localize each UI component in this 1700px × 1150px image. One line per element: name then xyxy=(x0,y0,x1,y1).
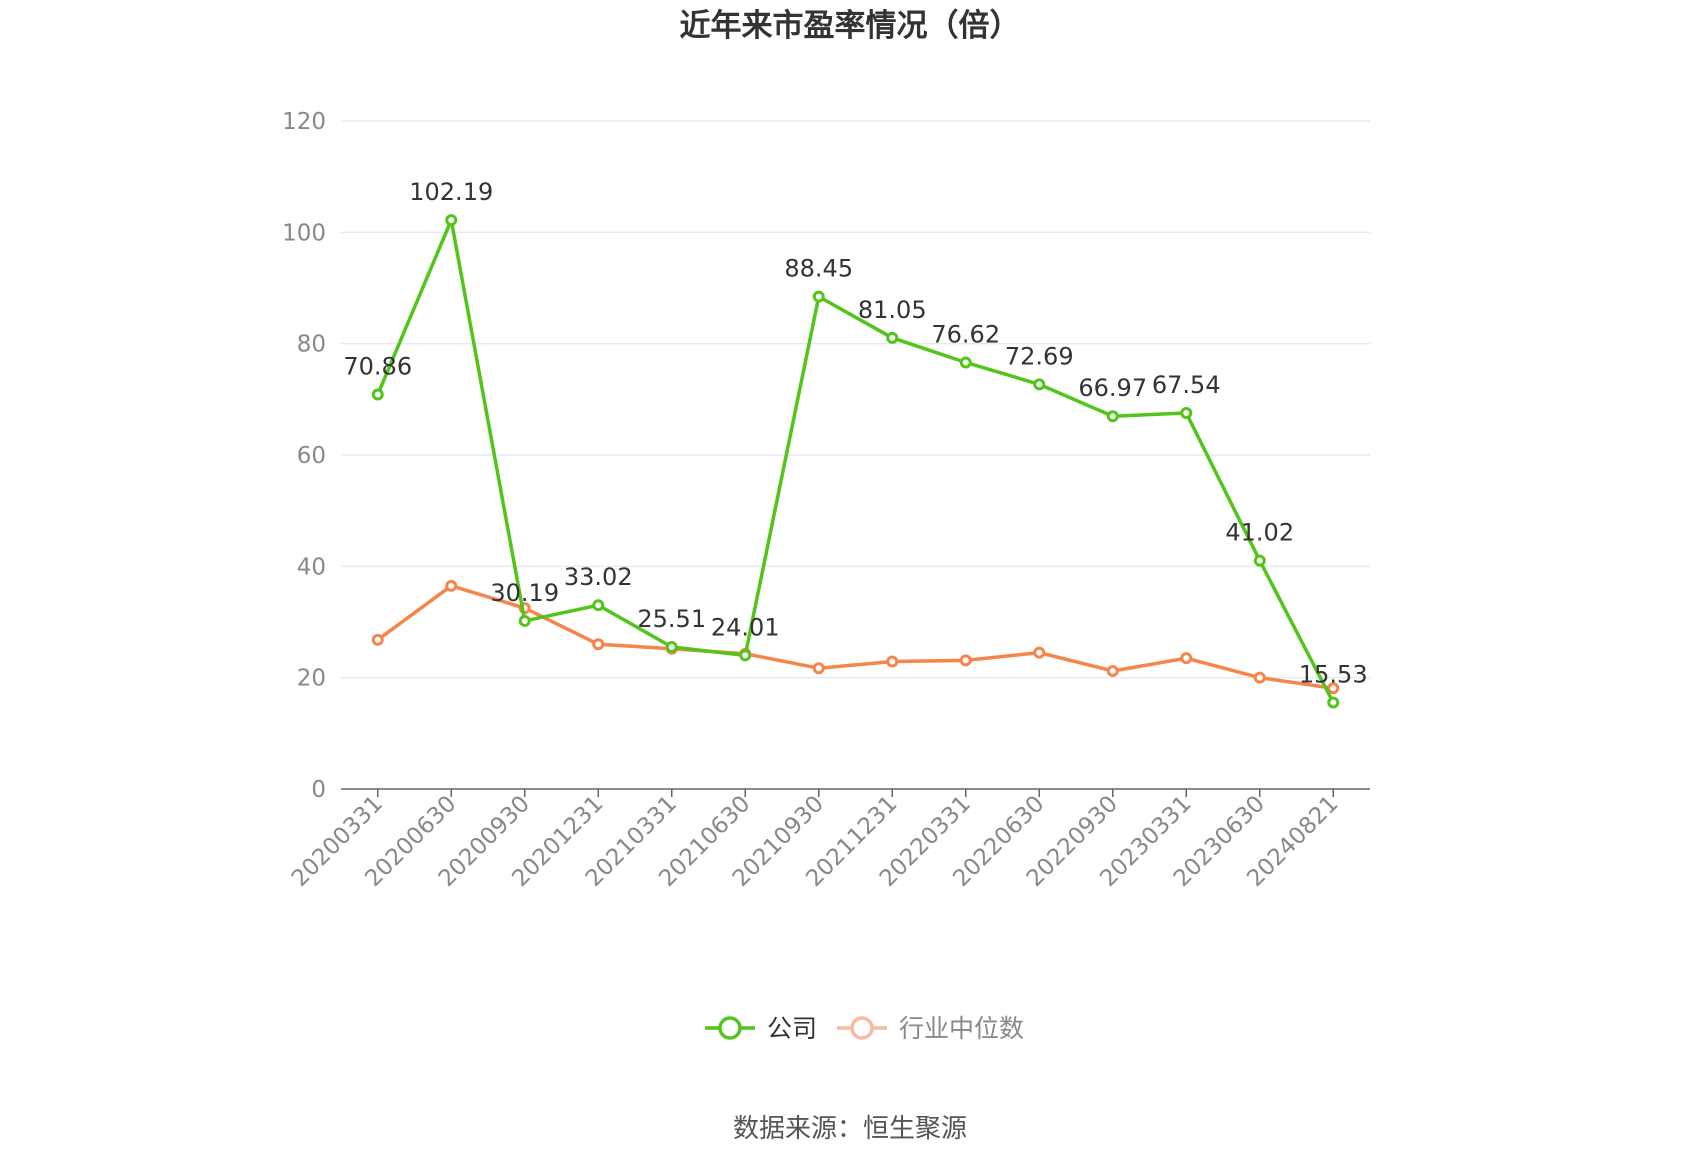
y-axis-ticks: 0 20 40 60 80 100 120 xyxy=(282,109,326,803)
y-tick-label: 0 xyxy=(311,777,326,803)
data-label: 41.02 xyxy=(1225,519,1294,547)
data-point-0 xyxy=(665,640,678,653)
data-point-0 xyxy=(1180,407,1193,420)
data-point-1 xyxy=(959,654,972,667)
legend-item-0: 公司 xyxy=(705,1014,817,1043)
y-tick-label: 100 xyxy=(282,220,326,246)
legend-item-1: 行业中位数 xyxy=(837,1014,1024,1043)
y-tick-label: 40 xyxy=(297,554,326,580)
legend: 公司 行业中位数 xyxy=(705,1014,1024,1043)
data-point-0 xyxy=(812,290,825,303)
x-axis-ticks: 2020033120200630202009302020123120210331… xyxy=(287,789,1343,892)
data-point-1 xyxy=(1253,671,1266,684)
data-point-0 xyxy=(445,214,458,227)
series-layer xyxy=(371,214,1340,709)
data-label: 76.62 xyxy=(931,320,1000,348)
data-point-0 xyxy=(739,649,752,662)
series-line-1 xyxy=(376,584,1334,690)
data-point-1 xyxy=(1180,652,1193,665)
legend-label: 公司 xyxy=(767,1014,817,1043)
data-point-1 xyxy=(371,633,384,646)
y-tick-label: 60 xyxy=(297,443,326,469)
data-label: 25.51 xyxy=(637,605,706,633)
data-point-0 xyxy=(1253,554,1266,567)
data-point-0 xyxy=(959,356,972,369)
data-label: 88.45 xyxy=(784,255,853,283)
data-label: 33.02 xyxy=(564,563,633,591)
legend-marker xyxy=(850,1016,874,1040)
data-point-0 xyxy=(1106,410,1119,423)
chart-title: 近年来市盈率情况（倍） xyxy=(680,8,1021,44)
data-point-0 xyxy=(371,388,384,401)
data-label: 24.01 xyxy=(711,613,780,641)
data-point-0 xyxy=(886,331,899,344)
data-point-1 xyxy=(1106,664,1119,677)
data-label: 66.97 xyxy=(1078,374,1147,402)
series-line-0 xyxy=(376,218,1335,704)
data-point-0 xyxy=(1033,378,1046,391)
data-point-1 xyxy=(886,655,899,668)
data-label: 30.19 xyxy=(490,579,559,607)
legend-marker xyxy=(718,1016,742,1040)
data-point-1 xyxy=(1327,682,1340,695)
y-tick-label: 80 xyxy=(297,332,326,358)
data-label: 81.05 xyxy=(858,296,927,324)
data-point-1 xyxy=(592,638,605,651)
grid-lines xyxy=(341,120,1370,679)
data-label: 15.53 xyxy=(1299,661,1368,689)
data-point-0 xyxy=(518,614,531,627)
y-tick-label: 20 xyxy=(297,666,326,692)
data-label: 72.69 xyxy=(1005,342,1074,370)
data-point-1 xyxy=(1033,646,1046,659)
legend-label: 行业中位数 xyxy=(899,1014,1024,1043)
data-label: 102.19 xyxy=(409,178,493,206)
data-point-1 xyxy=(812,662,825,675)
data-point-1 xyxy=(445,579,458,592)
data-point-0 xyxy=(592,599,605,612)
data-label: 67.54 xyxy=(1152,371,1221,399)
source-note: 数据来源：恒生聚源 xyxy=(733,1114,967,1144)
y-tick-label: 120 xyxy=(282,109,326,135)
data-point-0 xyxy=(1327,696,1340,709)
data-label: 70.86 xyxy=(343,353,412,381)
